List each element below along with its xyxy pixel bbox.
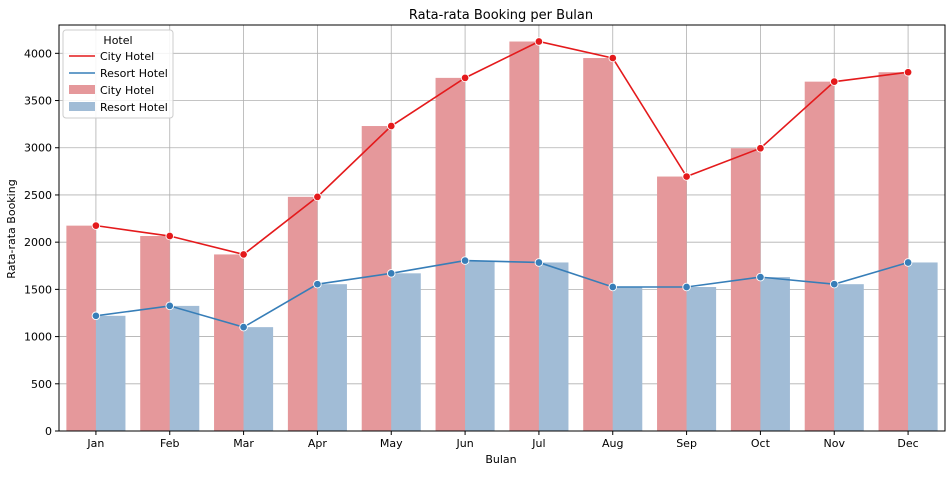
bar-resort-hotel-sep	[686, 287, 717, 431]
y-tick-label: 1000	[24, 331, 52, 344]
legend-patch-resort-hotel	[69, 102, 95, 111]
x-tick-label: Aug	[602, 437, 623, 450]
bar-resort-hotel-oct	[760, 277, 790, 431]
point-resort-hotel-jul	[534, 258, 544, 267]
point-city-hotel-jul	[534, 37, 544, 46]
y-axis-label: Rata-rata Booking	[5, 179, 18, 278]
y-tick-label: 2000	[24, 236, 52, 249]
point-city-hotel-aug	[608, 53, 618, 63]
legend-title: Hotel	[103, 34, 132, 47]
bar-resort-hotel-mar	[243, 327, 274, 431]
bar-resort-hotel-feb	[169, 305, 200, 431]
bar-city-hotel-jul	[509, 41, 539, 431]
y-tick-label: 3000	[24, 142, 52, 155]
bar-city-hotel-nov	[804, 81, 835, 432]
line-resort-hotel	[95, 259, 909, 329]
legend: Hotel City Hotel Resort Hotel City Hotel Re…	[62, 29, 174, 119]
y-tick-label: 4000	[24, 47, 52, 60]
legend-box	[62, 29, 174, 119]
point-resort-hotel-aug	[608, 282, 618, 292]
legend-items: City Hotel Resort Hotel City Hotel Resort H…	[69, 50, 168, 114]
point-city-hotel-apr	[313, 192, 322, 202]
bars	[66, 41, 938, 432]
point-city-hotel-sep	[682, 172, 691, 181]
bar-resort-hotel-jul	[538, 262, 569, 431]
x-tick-label: Oct	[751, 437, 771, 450]
point-resort-hotel-sep	[682, 282, 691, 292]
x-tick-label: Apr	[308, 437, 328, 450]
bar-city-hotel-aug	[583, 58, 613, 432]
x-tick-label: Jul	[531, 437, 545, 450]
plot-frame	[58, 24, 946, 432]
x-tick-label: May	[380, 437, 403, 450]
y-tick-label: 1500	[24, 283, 52, 296]
bar-city-hotel-dec	[878, 72, 909, 432]
x-axis-ticks: Jan Feb Mar Apr May Jun Jul Aug Sep Oct Nov Dec	[86, 431, 919, 450]
point-resort-hotel-feb	[165, 301, 174, 311]
point-city-hotel-jan	[91, 221, 101, 230]
line-city-hotel	[95, 40, 909, 256]
bar-resort-hotel-jun	[465, 260, 495, 431]
series-lines	[91, 37, 913, 332]
point-resort-hotel-apr	[313, 279, 322, 289]
point-resort-hotel-mar	[239, 322, 248, 332]
y-tick-label: 0	[45, 425, 52, 438]
x-tick-label: Jun	[455, 437, 473, 450]
bar-resort-hotel-may	[391, 273, 421, 431]
bar-resort-hotel-jan	[95, 315, 126, 431]
bar-city-hotel-feb	[140, 236, 170, 431]
x-tick-label: Jan	[86, 437, 104, 450]
x-axis-label: Bulan	[485, 453, 516, 466]
y-tick-label: 2500	[24, 189, 52, 202]
point-resort-hotel-nov	[830, 279, 839, 289]
chart-title: Rata-rata Booking per Bulan	[409, 8, 593, 23]
point-city-hotel-mar	[239, 250, 248, 259]
bar-city-hotel-sep	[657, 176, 687, 431]
point-city-hotel-oct	[756, 143, 765, 153]
legend-label: Resort Hotel	[100, 101, 168, 114]
bar-resort-hotel-dec	[908, 262, 938, 431]
bar-city-hotel-mar	[214, 254, 244, 431]
point-resort-hotel-oct	[756, 272, 765, 282]
x-tick-label: Sep	[676, 437, 697, 450]
bar-city-hotel-may	[361, 126, 392, 432]
legend-label: City Hotel	[100, 84, 154, 97]
x-tick-label: Dec	[897, 437, 918, 450]
legend-label: Resort Hotel	[100, 67, 168, 80]
bar-city-hotel-jun	[435, 77, 466, 431]
y-tick-label: 3500	[24, 95, 52, 108]
point-city-hotel-may	[387, 121, 396, 131]
point-city-hotel-nov	[830, 77, 839, 86]
point-city-hotel-feb	[165, 231, 174, 241]
point-resort-hotel-dec	[903, 258, 913, 267]
bar-city-hotel-apr	[287, 196, 318, 431]
point-city-hotel-dec	[903, 67, 913, 77]
point-resort-hotel-jun	[460, 256, 470, 265]
bar-resort-hotel-aug	[612, 287, 643, 431]
x-tick-label: Mar	[233, 437, 254, 450]
point-city-hotel-jun	[460, 73, 470, 83]
bar-city-hotel-oct	[730, 148, 761, 431]
bar-city-hotel-jan	[66, 225, 96, 431]
point-resort-hotel-may	[387, 269, 396, 278]
bar-resort-hotel-nov	[834, 284, 864, 431]
legend-label: City Hotel	[100, 50, 154, 63]
legend-patch-city-hotel	[69, 85, 95, 94]
x-tick-label: Nov	[824, 437, 846, 450]
bar-resort-hotel-apr	[317, 284, 347, 431]
point-resort-hotel-jan	[91, 311, 101, 321]
y-axis-ticks: 0 500 1000 1500 2000 2500 3000 3500 4000	[24, 47, 59, 438]
y-tick-label: 500	[31, 378, 52, 391]
x-tick-label: Feb	[160, 437, 179, 450]
